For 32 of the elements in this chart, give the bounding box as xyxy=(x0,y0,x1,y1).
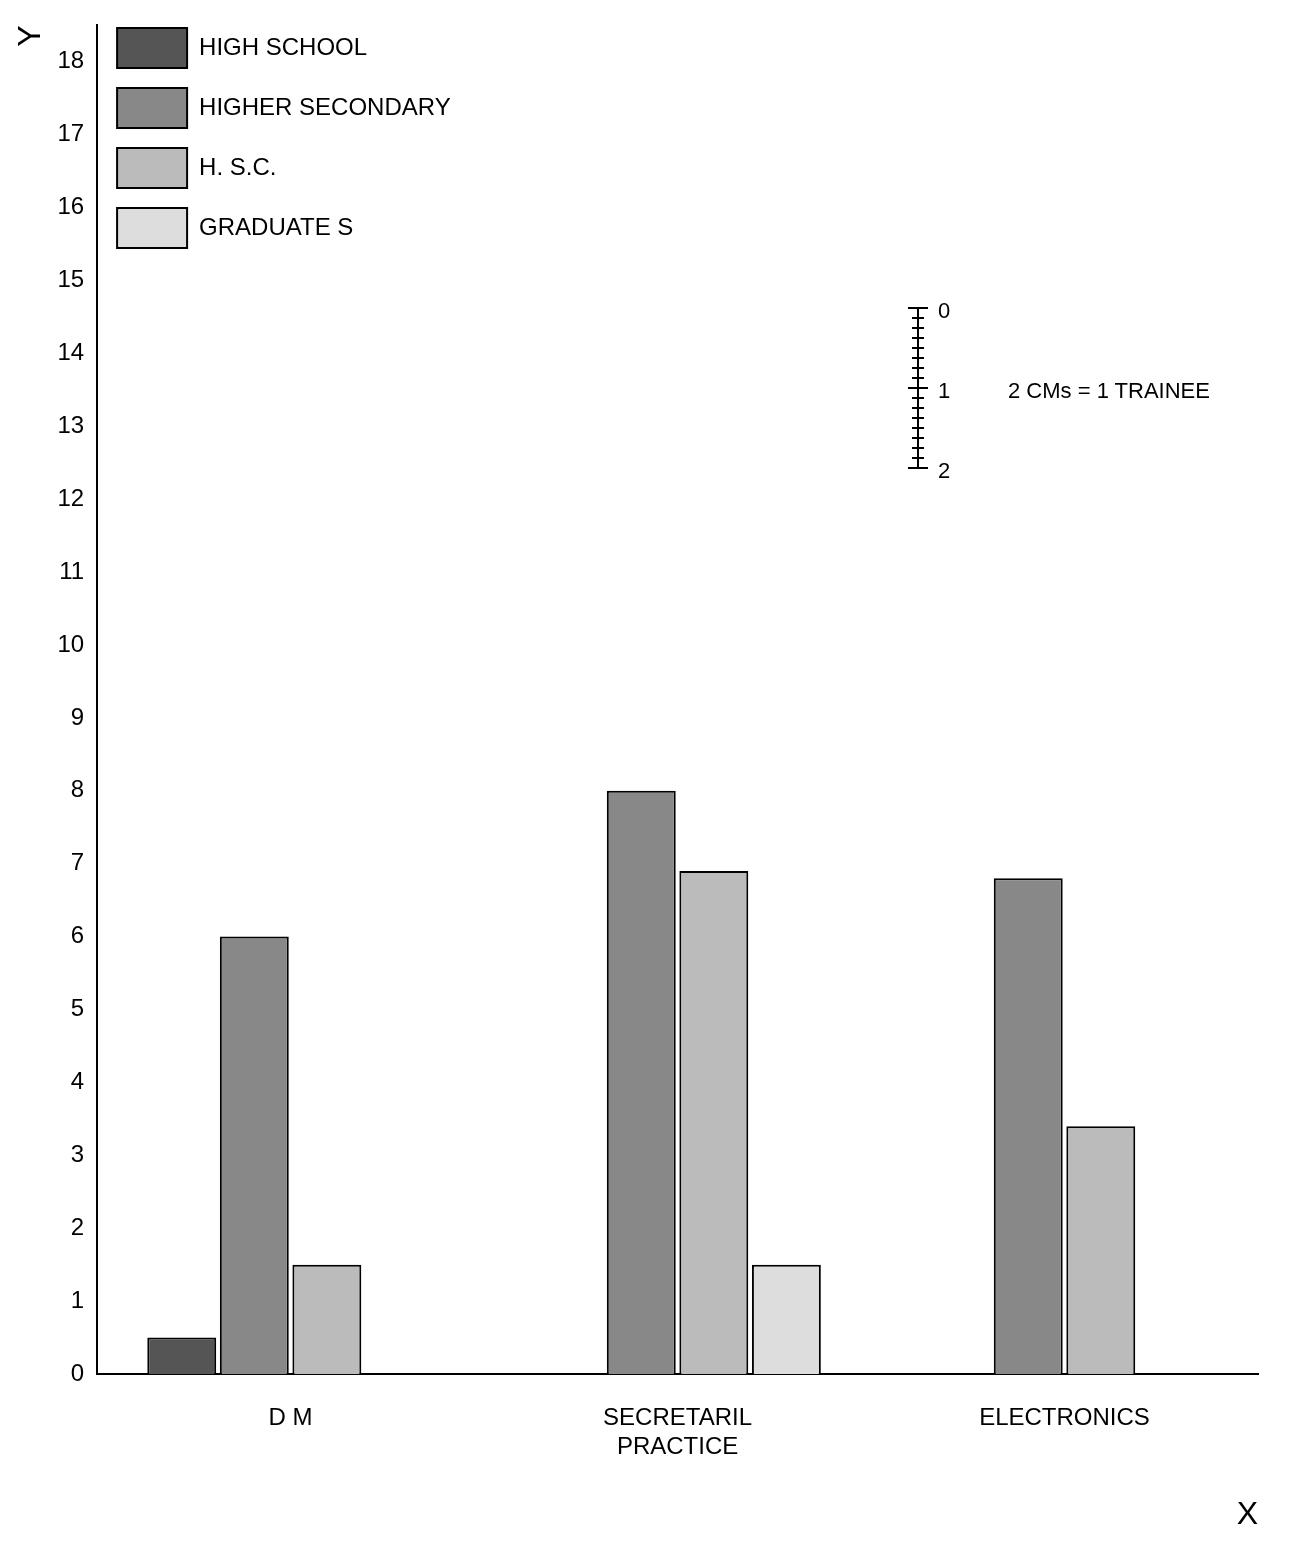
y-tick-label: 6 xyxy=(70,921,85,949)
y-tick-label: 4 xyxy=(70,1067,85,1095)
y-tick-label: 16 xyxy=(57,192,85,220)
legend-label: H. S.C. xyxy=(199,152,277,180)
y-tick-label: 12 xyxy=(57,483,85,511)
y-tick-label: 13 xyxy=(57,410,85,438)
y-tick-label: 3 xyxy=(70,1139,85,1167)
y-tick-label: 10 xyxy=(57,629,85,657)
x-tick-label: SECRETARIL PRACTICE xyxy=(603,1403,753,1459)
y-tick-label: 0 xyxy=(70,1358,85,1386)
y-tick-label: 18 xyxy=(57,46,85,74)
annotation: 0 xyxy=(938,298,951,324)
y-tick-label: 9 xyxy=(70,702,85,730)
y-axis-title: Y xyxy=(11,25,48,47)
x-axis-title: X xyxy=(1236,1494,1258,1531)
y-tick-label: 5 xyxy=(70,994,85,1022)
y-tick-label: 8 xyxy=(70,775,85,803)
y-tick-label: 11 xyxy=(59,556,85,584)
y-tick-label: 14 xyxy=(57,338,85,366)
annotation: 1 xyxy=(938,378,951,404)
y-tick-label: 17 xyxy=(57,119,85,147)
legend-label: HIGH SCHOOL xyxy=(199,32,368,60)
y-tick-label: 7 xyxy=(70,848,85,876)
legend-label: GRADUATE S xyxy=(199,212,354,240)
annotation: 2 xyxy=(938,458,951,484)
x-tick-label: D M xyxy=(268,1403,313,1431)
legend-label: HIGHER SECONDARY xyxy=(199,92,451,120)
y-tick-label: 1 xyxy=(70,1285,85,1313)
x-tick-label: ELECTRONICS xyxy=(979,1403,1150,1431)
annotation: 2 CMs = 1 TRAINEE xyxy=(1008,378,1210,404)
y-tick-label: 2 xyxy=(70,1212,85,1240)
y-tick-label: 15 xyxy=(57,265,85,293)
